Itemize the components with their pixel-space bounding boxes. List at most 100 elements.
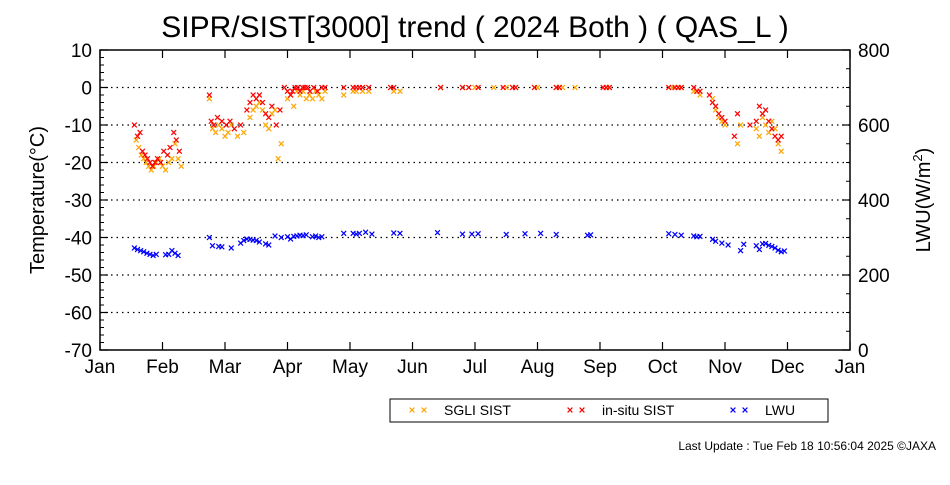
y2-tick-labels: 800 600 400 200 0 (858, 41, 890, 362)
point-in-situ-sist (459, 84, 466, 91)
point-lwu (153, 251, 160, 258)
point-lwu (209, 242, 216, 249)
point-lwu (147, 251, 153, 258)
point-in-situ-sist (747, 122, 753, 128)
point-sgli-sist (225, 129, 231, 136)
x-tick-label: May (332, 357, 368, 378)
point-in-situ-sist (365, 84, 372, 91)
legend-marker-in-situ-sist (579, 407, 585, 413)
point-in-situ-sist (706, 92, 713, 98)
point-sgli-sist (240, 129, 247, 136)
point-lwu (312, 233, 319, 239)
point-in-situ-sist (167, 144, 173, 151)
y-tick-labels: 10 0 -10 -20 -30 -40 -50 -60 -70 (65, 41, 92, 362)
point-lwu (762, 240, 769, 247)
point-sgli-sist (397, 88, 403, 95)
chart-title: SIPR/SIST[3000] trend ( 2024 Both ) ( QA… (161, 11, 789, 44)
point-in-situ-sist (731, 133, 738, 140)
point-lwu (672, 231, 678, 238)
y2-axis-label-main: LWU(W/m (913, 162, 935, 253)
point-in-situ-sist (269, 103, 275, 110)
series-lwu (131, 229, 788, 259)
point-lwu (709, 236, 716, 243)
point-sgli-sist (490, 84, 497, 91)
y-tick-label: 0 (81, 79, 92, 100)
point-lwu (206, 234, 213, 241)
point-in-situ-sist (769, 125, 775, 132)
y-tick-label: -60 (65, 304, 92, 325)
point-lwu (137, 247, 144, 254)
point-in-situ-sist (314, 88, 321, 95)
point-in-situ-sist (134, 133, 141, 140)
point-sgli-sist (162, 167, 169, 173)
point-in-situ-sist (210, 122, 217, 128)
point-in-situ-sist (678, 84, 685, 91)
point-sgli-sist (247, 114, 253, 121)
point-sgli-sist (178, 163, 185, 170)
point-lwu (775, 247, 781, 254)
point-in-situ-sist (465, 84, 472, 91)
point-lwu (765, 242, 772, 249)
footer-update-text: Last Update : Tue Feb 18 10:56:04 2025 ©… (678, 439, 936, 453)
point-in-situ-sist (214, 114, 221, 121)
point-sgli-sist (172, 140, 178, 147)
point-lwu (265, 242, 272, 248)
legend-label-in-situ-sist: in-situ SIST (602, 402, 675, 418)
point-lwu (240, 237, 247, 244)
point-lwu (219, 244, 225, 250)
point-in-situ-sist (173, 137, 180, 143)
point-in-situ-sist (176, 148, 183, 155)
point-in-situ-sist (531, 84, 538, 91)
legend-label-sgli-sist: SGLI SIST (444, 402, 511, 418)
point-in-situ-sist (149, 163, 156, 170)
point-in-situ-sist (340, 84, 347, 91)
point-lwu (369, 231, 375, 237)
y-tick-label: -50 (65, 266, 92, 287)
x-tick-label: Sep (583, 357, 617, 378)
point-in-situ-sist (208, 118, 215, 125)
point-in-situ-sist (475, 84, 481, 91)
point-lwu (319, 233, 325, 240)
point-lwu (756, 246, 763, 253)
point-lwu (475, 230, 481, 237)
point-sgli-sist (156, 155, 163, 162)
point-lwu (278, 234, 285, 241)
point-sgli-sist (275, 155, 281, 162)
y2-axis-label: LWU(W/m2) (910, 148, 935, 253)
point-lwu (253, 237, 260, 244)
x-tick-label: Nov (708, 357, 742, 378)
y-axis-label: Temperature(°C) (27, 126, 49, 274)
point-in-situ-sist (147, 159, 153, 166)
point-in-situ-sist (697, 88, 703, 95)
y-tick-label: 10 (71, 41, 92, 62)
x-tick-label: Aug (521, 357, 555, 378)
legend-marker-sgli-sist (409, 407, 415, 413)
point-lwu (134, 246, 141, 253)
point-lwu (503, 231, 510, 238)
point-in-situ-sist (287, 92, 294, 98)
point-lwu (175, 252, 181, 259)
point-in-situ-sist (500, 84, 506, 91)
point-in-situ-sist (137, 129, 143, 136)
point-in-situ-sist (437, 84, 444, 91)
point-in-situ-sist (297, 88, 303, 95)
legend-label-lwu: LWU (765, 402, 795, 418)
legend-marker-lwu (742, 407, 748, 413)
y2-tick-label: 600 (858, 116, 890, 137)
data-points (131, 84, 788, 259)
y2-axis-label-end: ) (913, 148, 935, 155)
y2-tick-label: 800 (858, 41, 890, 62)
x-tick-label: Dec (771, 357, 805, 378)
y-tick-label: -20 (65, 154, 92, 175)
point-lwu (740, 241, 747, 248)
point-in-situ-sist (762, 107, 769, 113)
x-tick-label: Feb (146, 357, 179, 378)
point-lwu (665, 230, 672, 237)
x-tick-label: Jan (835, 357, 866, 378)
point-in-situ-sist (142, 152, 148, 158)
point-in-situ-sist (390, 84, 397, 91)
point-in-situ-sist (237, 122, 244, 128)
point-lwu (131, 245, 138, 251)
point-in-situ-sist (273, 122, 280, 128)
axis-ticks (99, 49, 851, 351)
